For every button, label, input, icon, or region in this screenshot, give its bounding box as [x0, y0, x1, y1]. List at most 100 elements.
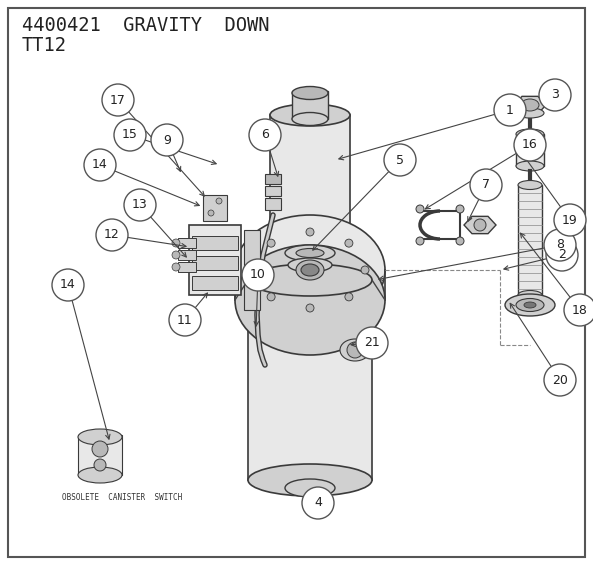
Bar: [203, 195, 227, 221]
Ellipse shape: [285, 245, 335, 261]
Ellipse shape: [248, 264, 372, 296]
Circle shape: [124, 189, 156, 221]
Circle shape: [251, 266, 259, 274]
Circle shape: [474, 219, 486, 231]
Circle shape: [564, 294, 593, 326]
Circle shape: [416, 205, 424, 213]
Text: 2: 2: [558, 249, 566, 262]
Circle shape: [267, 293, 275, 301]
Ellipse shape: [516, 108, 544, 118]
Circle shape: [544, 364, 576, 396]
Circle shape: [302, 487, 334, 519]
Circle shape: [306, 228, 314, 236]
Text: 9: 9: [163, 133, 171, 146]
Text: 16: 16: [522, 138, 538, 151]
Circle shape: [456, 205, 464, 213]
Circle shape: [384, 144, 416, 176]
Ellipse shape: [288, 258, 332, 272]
Text: 4400421  GRAVITY  DOWN: 4400421 GRAVITY DOWN: [22, 16, 269, 35]
Ellipse shape: [235, 245, 385, 355]
Ellipse shape: [340, 339, 370, 361]
Bar: [270, 115, 350, 245]
Ellipse shape: [516, 298, 544, 311]
Ellipse shape: [285, 479, 335, 497]
Ellipse shape: [78, 467, 122, 483]
Circle shape: [102, 84, 134, 116]
Text: 21: 21: [364, 337, 380, 350]
Text: 14: 14: [92, 159, 108, 172]
Circle shape: [554, 204, 586, 236]
Bar: [192, 256, 238, 270]
Bar: [518, 185, 542, 295]
Bar: [189, 225, 241, 295]
Bar: [265, 186, 281, 196]
Bar: [265, 174, 281, 184]
Bar: [178, 250, 196, 260]
Circle shape: [114, 119, 146, 151]
Ellipse shape: [270, 104, 350, 126]
Ellipse shape: [248, 464, 372, 496]
Ellipse shape: [516, 129, 544, 139]
Text: 12: 12: [104, 228, 120, 241]
Ellipse shape: [270, 234, 350, 256]
Polygon shape: [464, 216, 496, 234]
Ellipse shape: [296, 249, 324, 258]
Circle shape: [249, 119, 281, 151]
Bar: [244, 230, 260, 310]
Circle shape: [172, 251, 180, 259]
Circle shape: [172, 239, 180, 247]
Ellipse shape: [524, 302, 536, 308]
Text: 11: 11: [177, 314, 193, 327]
Ellipse shape: [518, 180, 542, 189]
Circle shape: [306, 304, 314, 312]
Circle shape: [169, 304, 201, 336]
Text: 19: 19: [562, 214, 578, 227]
Circle shape: [94, 459, 106, 471]
Polygon shape: [514, 97, 546, 114]
Text: 13: 13: [132, 198, 148, 211]
Circle shape: [151, 124, 183, 156]
Circle shape: [546, 239, 578, 271]
Ellipse shape: [505, 294, 555, 316]
Circle shape: [92, 441, 108, 457]
Text: 1: 1: [506, 103, 514, 116]
Text: 5: 5: [396, 154, 404, 167]
Ellipse shape: [78, 429, 122, 445]
Bar: [248, 280, 372, 480]
Bar: [178, 238, 196, 248]
Circle shape: [470, 169, 502, 201]
Ellipse shape: [235, 215, 385, 325]
Bar: [265, 198, 281, 210]
Bar: [192, 236, 238, 250]
Text: 20: 20: [552, 373, 568, 386]
Text: 7: 7: [482, 179, 490, 192]
Circle shape: [361, 266, 369, 274]
Ellipse shape: [299, 261, 321, 269]
Bar: [292, 91, 328, 119]
Text: 14: 14: [60, 279, 76, 292]
Bar: [192, 276, 238, 290]
Circle shape: [494, 94, 526, 126]
Circle shape: [216, 198, 222, 204]
Circle shape: [96, 219, 128, 251]
Text: 8: 8: [556, 238, 564, 251]
Text: 4: 4: [314, 497, 322, 510]
Ellipse shape: [516, 161, 544, 171]
Circle shape: [456, 237, 464, 245]
Circle shape: [267, 239, 275, 247]
Text: 10: 10: [250, 268, 266, 281]
Circle shape: [84, 149, 116, 181]
Circle shape: [356, 327, 388, 359]
Circle shape: [539, 79, 571, 111]
Ellipse shape: [296, 260, 324, 280]
Bar: [178, 262, 196, 272]
Ellipse shape: [292, 112, 328, 125]
Ellipse shape: [301, 264, 319, 276]
Bar: [516, 134, 544, 166]
Circle shape: [242, 259, 274, 291]
Bar: [78, 435, 122, 475]
Ellipse shape: [292, 86, 328, 99]
Circle shape: [172, 263, 180, 271]
Text: 18: 18: [572, 303, 588, 316]
Ellipse shape: [521, 99, 539, 111]
